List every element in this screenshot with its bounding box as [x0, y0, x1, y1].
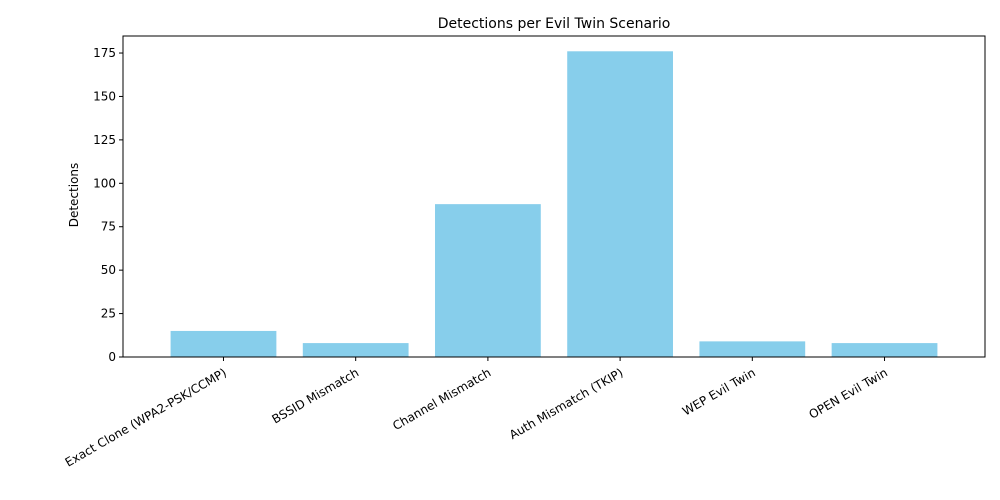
- y-tick-label-7: 175: [93, 46, 116, 60]
- y-tick-label-2: 50: [101, 263, 116, 277]
- x-tick-label-1: BSSID Mismatch: [270, 365, 362, 426]
- x-tick-label-2: Channel Mismatch: [390, 365, 493, 433]
- x-tick-label-4: WEP Evil Twin: [680, 365, 758, 418]
- y-tick-label-1: 25: [101, 307, 116, 321]
- x-tick-label-3: Auth Mismatch (TKIP): [507, 365, 626, 442]
- bar-0: [170, 330, 277, 357]
- bar-3: [567, 51, 673, 357]
- bars-group: [170, 51, 938, 357]
- y-tick-label-5: 125: [93, 133, 116, 147]
- bar-5: [831, 343, 938, 357]
- bar-2: [435, 204, 541, 357]
- y-axis: 0 25 50 75 100 125 150 175: [93, 46, 123, 364]
- y-tick-label-6: 150: [93, 89, 116, 103]
- x-tick-label-5: OPEN Evil Twin: [807, 365, 890, 421]
- y-axis-title: Detections: [67, 163, 81, 228]
- chart-title: Detections per Evil Twin Scenario: [438, 16, 671, 32]
- bar-4: [699, 341, 806, 357]
- plot-frame: [122, 35, 986, 358]
- x-tick-label-0: Exact Clone (WPA2-PSK/CCMP): [63, 365, 229, 469]
- y-tick-label-0: 0: [108, 350, 116, 364]
- bar-1: [302, 343, 409, 357]
- y-tick-label-4: 100: [93, 176, 116, 190]
- x-axis: Exact Clone (WPA2-PSK/CCMP) BSSID Mismatc…: [63, 357, 890, 470]
- y-tick-label-3: 75: [101, 220, 116, 234]
